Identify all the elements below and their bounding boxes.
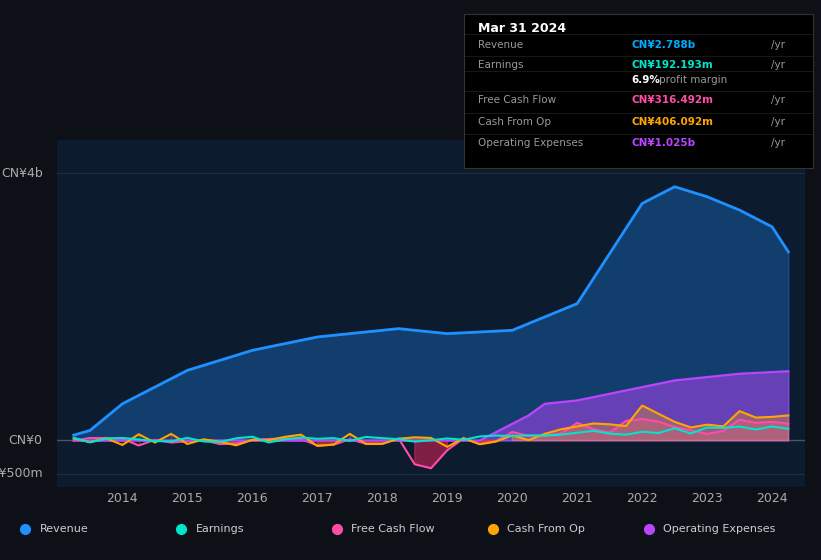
Text: 6.9%: 6.9% bbox=[631, 75, 660, 85]
Text: /yr: /yr bbox=[771, 138, 785, 148]
Text: CN¥2.788b: CN¥2.788b bbox=[631, 40, 695, 50]
Text: /yr: /yr bbox=[771, 60, 785, 70]
Text: Earnings: Earnings bbox=[478, 60, 523, 70]
Text: /yr: /yr bbox=[771, 95, 785, 105]
Text: Revenue: Revenue bbox=[478, 40, 523, 50]
Text: Earnings: Earnings bbox=[195, 524, 244, 534]
Text: Cash From Op: Cash From Op bbox=[507, 524, 585, 534]
Text: Operating Expenses: Operating Expenses bbox=[663, 524, 776, 534]
Text: -CN¥500m: -CN¥500m bbox=[0, 468, 43, 480]
Text: Revenue: Revenue bbox=[39, 524, 88, 534]
Text: /yr: /yr bbox=[771, 40, 785, 50]
Text: Free Cash Flow: Free Cash Flow bbox=[478, 95, 556, 105]
Text: CN¥1.025b: CN¥1.025b bbox=[631, 138, 695, 148]
Text: CN¥4b: CN¥4b bbox=[1, 167, 43, 180]
Text: CN¥316.492m: CN¥316.492m bbox=[631, 95, 713, 105]
Text: profit margin: profit margin bbox=[659, 75, 727, 85]
Text: Mar 31 2024: Mar 31 2024 bbox=[478, 22, 566, 35]
Text: CN¥192.193m: CN¥192.193m bbox=[631, 60, 713, 70]
Text: Cash From Op: Cash From Op bbox=[478, 117, 551, 127]
Text: /yr: /yr bbox=[771, 117, 785, 127]
Text: CN¥0: CN¥0 bbox=[8, 434, 43, 447]
Text: Free Cash Flow: Free Cash Flow bbox=[351, 524, 435, 534]
Text: CN¥406.092m: CN¥406.092m bbox=[631, 117, 713, 127]
Text: Operating Expenses: Operating Expenses bbox=[478, 138, 583, 148]
